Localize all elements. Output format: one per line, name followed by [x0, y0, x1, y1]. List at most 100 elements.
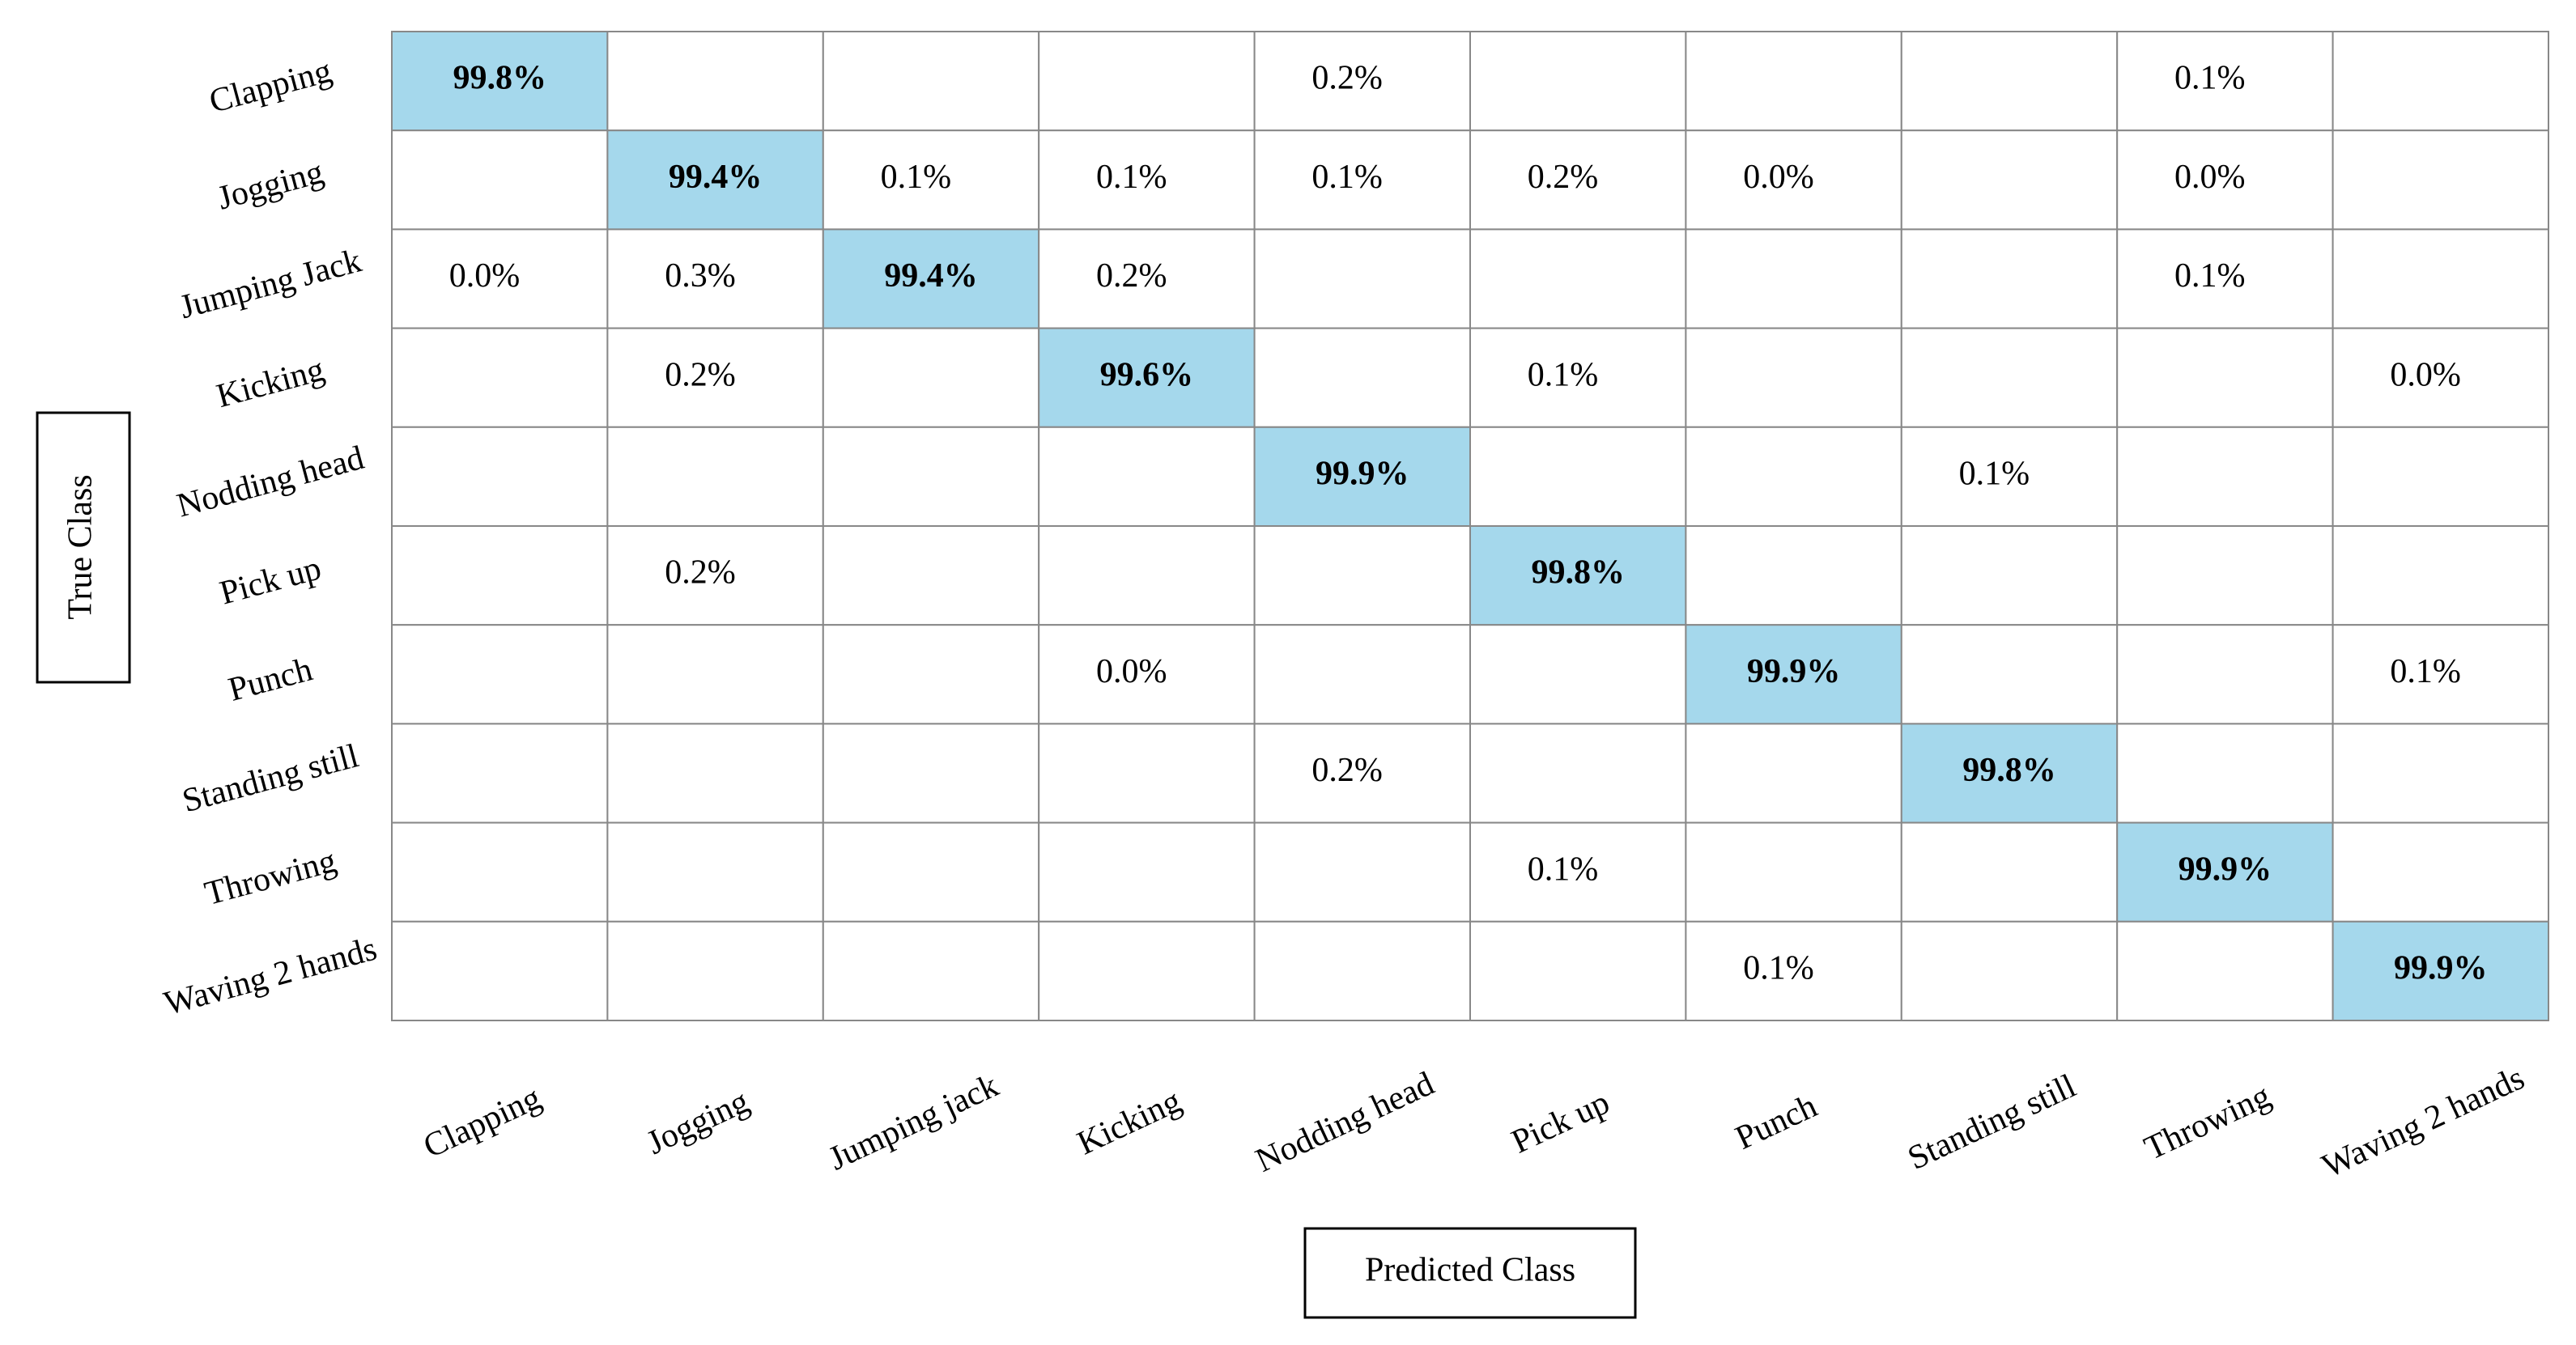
value-label: 0.1%: [2174, 257, 2246, 295]
cell: [1685, 920, 1902, 1022]
cell: [2332, 525, 2550, 626]
cell: [2116, 31, 2334, 132]
value-label: 0.2%: [1528, 159, 1599, 196]
cell: [391, 525, 609, 626]
y-tick-label: Waving 2 hands: [160, 931, 380, 1023]
x-tick-label: Waving 2 hands: [2316, 1059, 2530, 1186]
cell: [822, 723, 1040, 824]
cell: [606, 129, 824, 231]
value-label: 0.1%: [1096, 159, 1167, 196]
y-label-box: [36, 411, 131, 684]
value-label: 99.6%: [1100, 356, 1194, 393]
cell: [2332, 327, 2550, 428]
cell: [1038, 327, 1256, 428]
value-label: 99.9%: [2179, 851, 2272, 888]
cell: [822, 129, 1040, 231]
value-label: 0.0%: [1096, 653, 1167, 690]
cell: [2116, 723, 2334, 824]
cell: [1469, 624, 1687, 725]
x-tick-label: Pick up: [1506, 1084, 1615, 1160]
x-tick-label: Jumping jack: [823, 1067, 1004, 1178]
cell: [822, 920, 1040, 1022]
y-tick-label: Pick up: [216, 549, 325, 612]
cell: [1469, 327, 1687, 428]
cell: [1038, 723, 1256, 824]
value-label: 0.1%: [1311, 159, 1383, 196]
value-label: 99.8%: [1962, 752, 2056, 789]
cell: [1038, 426, 1256, 527]
cell: [2116, 228, 2334, 329]
cell: [1900, 426, 2119, 527]
cell: [2116, 426, 2334, 527]
y-tick-label: Nodding head: [173, 439, 368, 525]
y-tick-label: Jumping Jack: [176, 242, 365, 326]
cell: [1469, 525, 1687, 626]
cell: [1900, 525, 2119, 626]
cell: [1900, 228, 2119, 329]
value-label: 0.1%: [2174, 60, 2246, 97]
cell: [2332, 723, 2550, 824]
value-label: 0.1%: [1959, 456, 2030, 493]
y-tick-label: Standing still: [179, 737, 363, 820]
cell: [1900, 821, 2119, 923]
x-tick-label: Standing still: [1902, 1067, 2081, 1177]
value-label: 0.0%: [1743, 159, 1814, 196]
cell: [1253, 525, 1471, 626]
cell: [822, 31, 1040, 132]
value-label: 99.9%: [1747, 653, 1841, 690]
cell: [2332, 129, 2550, 231]
y-tick-label: Throwing: [201, 842, 340, 913]
cell: [606, 723, 824, 824]
cell: [1253, 624, 1471, 725]
value-label: 0.0%: [2390, 356, 2461, 393]
cell: [1253, 327, 1471, 428]
cell: [1900, 327, 2119, 428]
cell: [2116, 525, 2334, 626]
cell: [391, 723, 609, 824]
cell: [1038, 624, 1256, 725]
cell: [822, 821, 1040, 923]
cell: [2332, 31, 2550, 132]
x-tick-label: Throwing: [2139, 1077, 2276, 1168]
cell: [1038, 525, 1256, 626]
value-label: 0.2%: [665, 356, 736, 393]
value-label: 0.2%: [1311, 60, 1383, 97]
x-axis-label: Predicted Class: [1365, 1252, 1575, 1289]
cell: [822, 624, 1040, 725]
x-tick-label: Jogging: [641, 1083, 755, 1162]
cell: [1253, 426, 1471, 527]
cell: [606, 228, 824, 329]
cell: [1685, 31, 1902, 132]
x-tick-label: Clapping: [418, 1080, 546, 1166]
cell: [822, 525, 1040, 626]
cell: [606, 525, 824, 626]
cell: [1469, 228, 1687, 329]
value-label: 0.2%: [665, 554, 736, 592]
cell: [1038, 228, 1256, 329]
cell: [1685, 327, 1902, 428]
cell: [1685, 624, 1902, 725]
value-label: 0.1%: [881, 159, 952, 196]
cell: [1685, 228, 1902, 329]
cell: [606, 624, 824, 725]
cell: [1253, 821, 1471, 923]
cell: [1253, 920, 1471, 1022]
cell: [2332, 426, 2550, 527]
cell: [1685, 821, 1902, 923]
cell: [606, 920, 824, 1022]
cell: [1685, 723, 1902, 824]
x-tick-label: Kicking: [1072, 1083, 1187, 1163]
value-label: 99.9%: [1316, 456, 1409, 493]
value-label: 0.1%: [2390, 653, 2461, 690]
cell: [1038, 31, 1256, 132]
cell: [606, 821, 824, 923]
value-label: 99.9%: [2394, 950, 2488, 987]
cell: [1253, 129, 1471, 231]
cell: [1253, 228, 1471, 329]
y-tick-label: Kicking: [213, 351, 329, 415]
cell: [1038, 129, 1256, 231]
cell: [1469, 920, 1687, 1022]
cell: [2332, 821, 2550, 923]
cell: [1900, 920, 2119, 1022]
